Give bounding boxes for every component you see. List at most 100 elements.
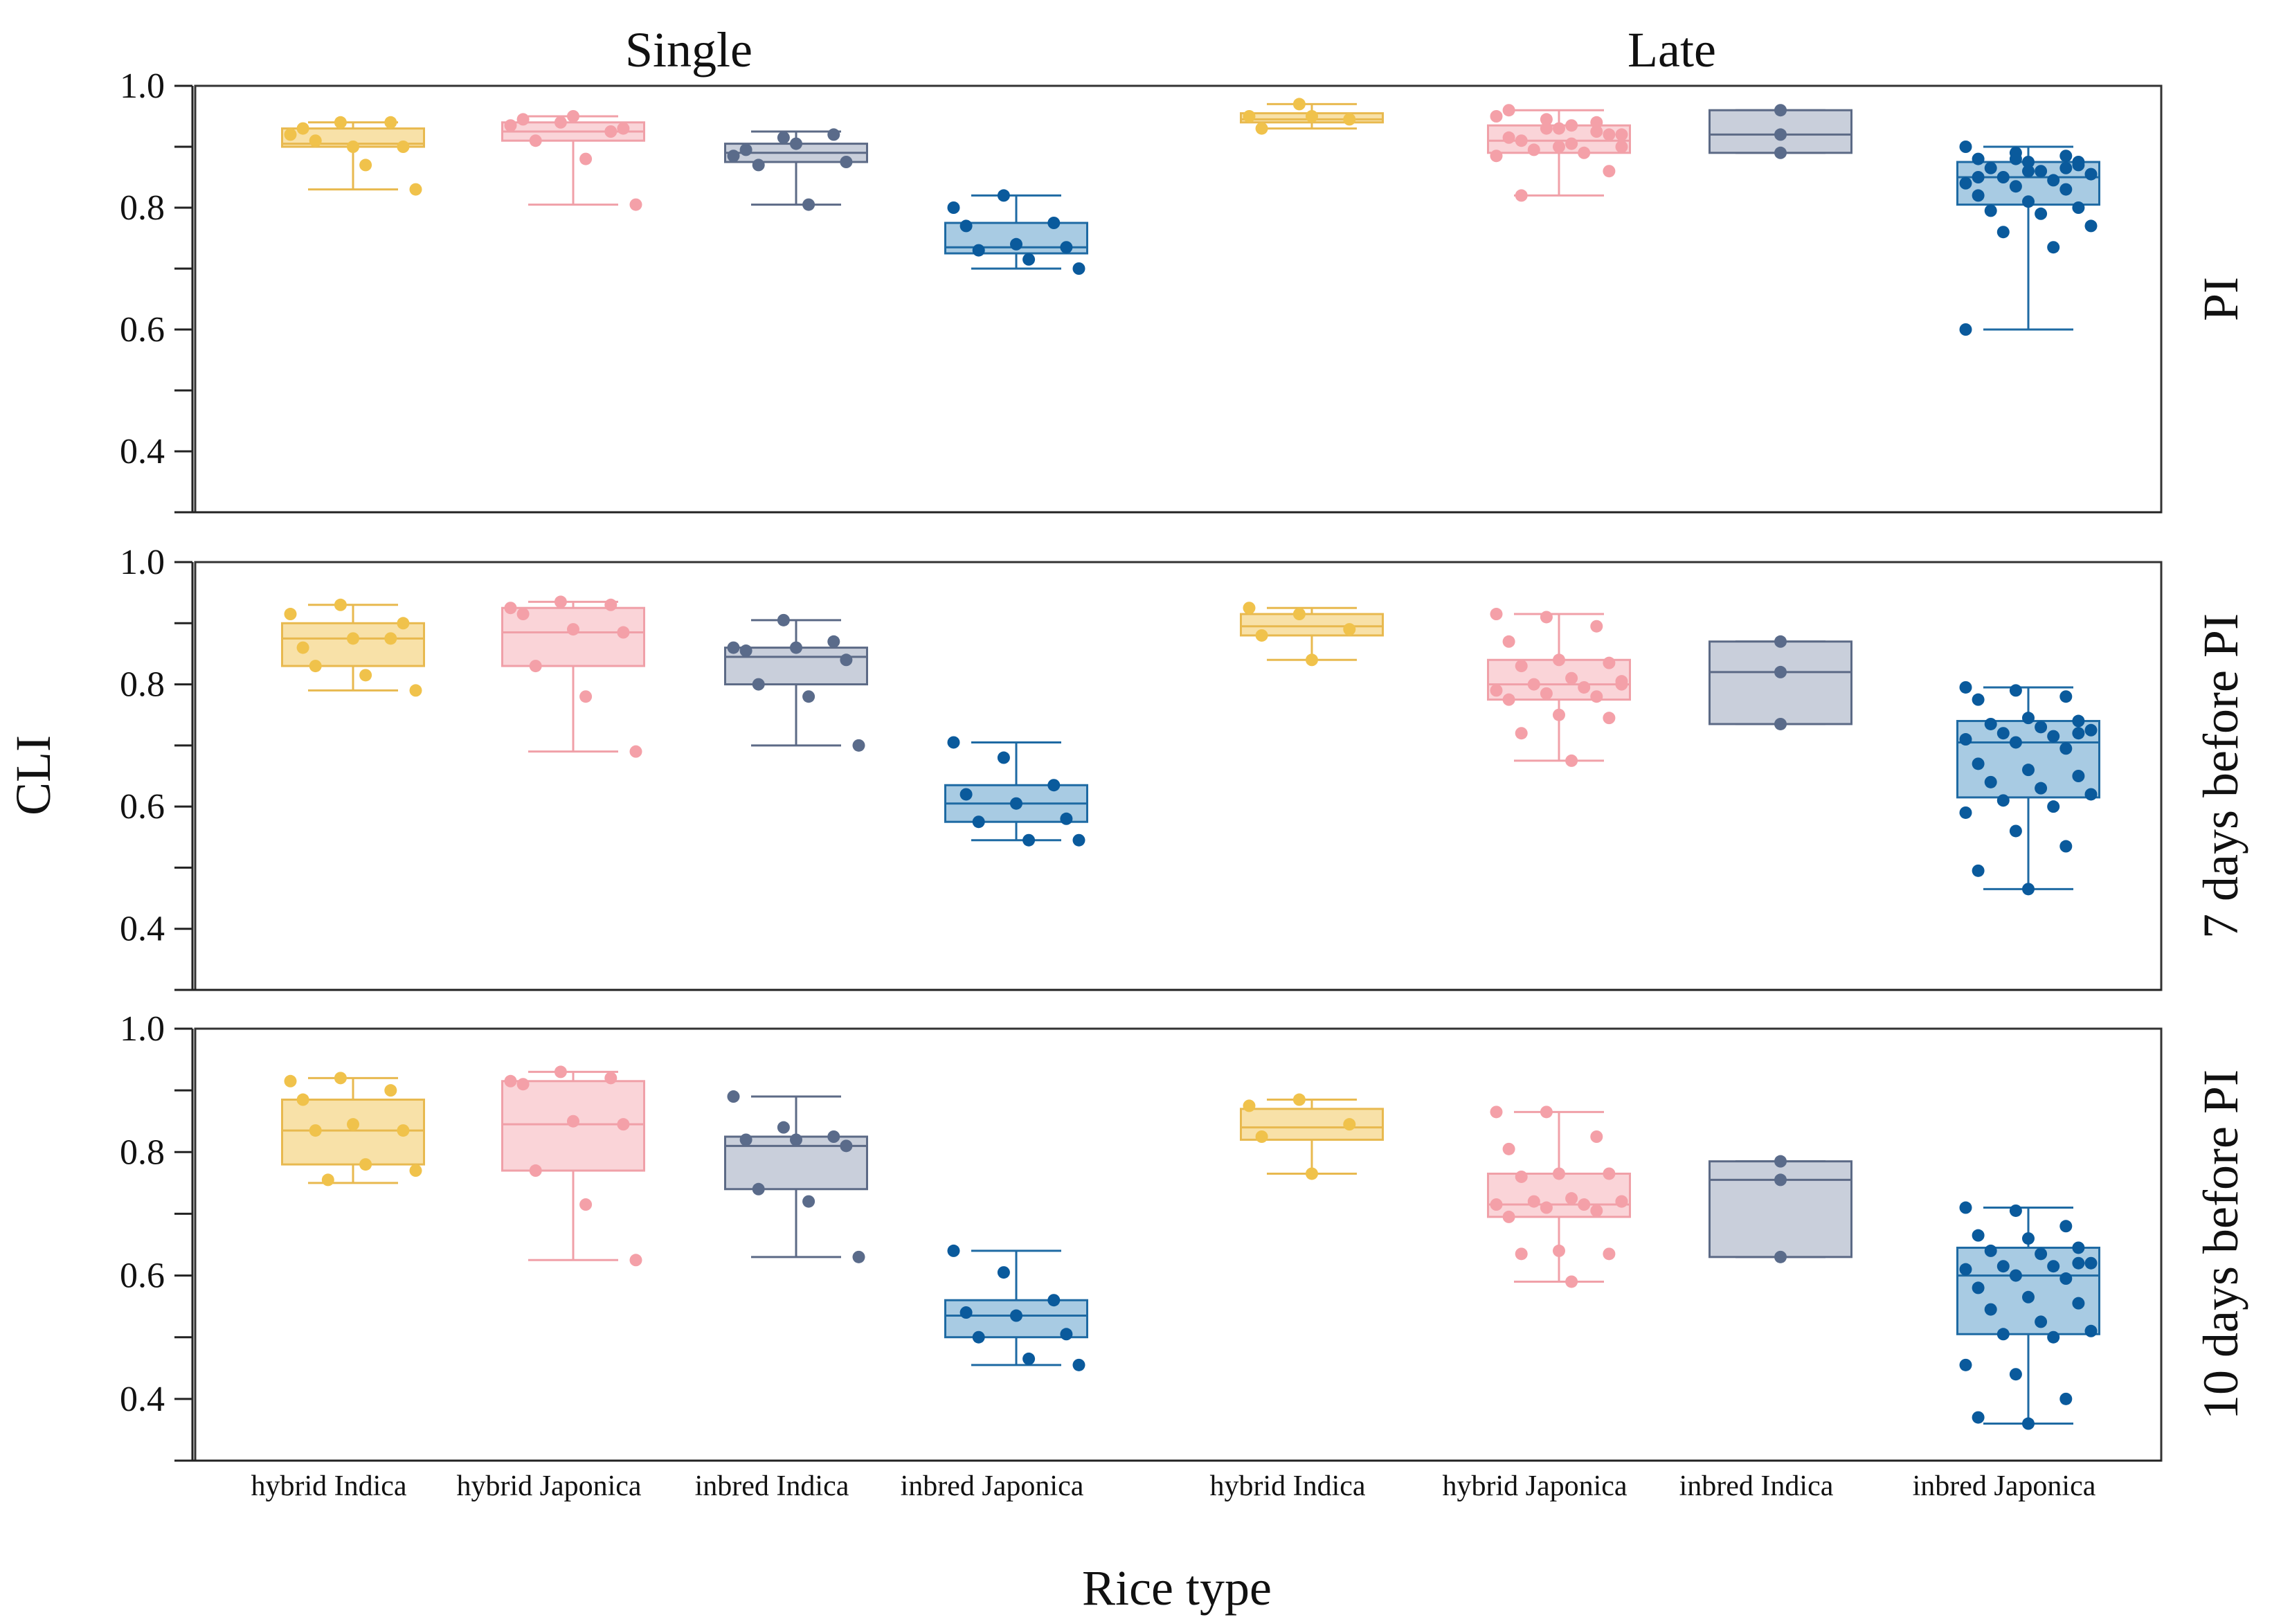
data-point-inbred-japonica [2009,824,2022,838]
x-tick-label-inbred-japonica: inbred Japonica [901,1470,1084,1502]
x-tick-label-inbred-japonica: inbred Japonica [1913,1470,2096,1502]
data-point-hybrid-indica [1306,653,1318,667]
data-point-inbred-japonica [1984,204,1997,217]
row-title-pi: PI [2193,277,2248,321]
data-point-hybrid-indica [1306,1167,1318,1180]
data-point-inbred-japonica [1060,1328,1073,1341]
data-point-hybrid-indica [1343,623,1356,636]
data-point-inbred-japonica [1972,693,1985,706]
data-point-inbred-japonica [2009,1204,2022,1217]
data-point-inbred-japonica [2072,1256,2085,1270]
data-point-hybrid-japonica [1515,1170,1528,1183]
data-point-hybrid-indica [384,1084,397,1097]
data-point-inbred-japonica [2035,721,2048,734]
data-point-hybrid-japonica [1590,1130,1603,1143]
data-point-inbred-japonica [1010,797,1022,810]
data-point-inbred-japonica [2059,690,2073,703]
row-title-7-days-before-pi: 7 days before PI [2193,613,2248,939]
row-title-10-days-before-pi: 10 days before PI [2193,1070,2248,1420]
data-point-inbred-japonica [2035,165,2048,178]
data-point-inbred-japonica [2059,1392,2073,1405]
data-point-inbred-japonica [959,1306,973,1319]
data-point-inbred-japonica [959,788,973,801]
data-point-hybrid-indica [1255,122,1268,135]
data-point-inbred-japonica [1959,680,1972,694]
panel-pi-single [281,110,1088,275]
panel-10-days-before-pi-single [281,1065,1088,1371]
data-point-inbred-japonica [1072,262,1085,275]
data-point-inbred-indica [790,641,802,654]
data-point-inbred-japonica [2072,714,2085,728]
data-point-hybrid-indica [309,660,322,673]
data-point-hybrid-japonica [1603,656,1616,669]
data-point-hybrid-japonica [1490,150,1503,163]
data-point-hybrid-japonica [1553,708,1565,721]
data-point-inbred-indica [1774,104,1787,117]
y-tick-label: 0.6 [120,787,165,827]
column-title-single: Single [625,22,752,78]
data-point-inbred-japonica [2022,1290,2035,1303]
data-point-inbred-japonica [2035,1247,2048,1261]
data-point-inbred-japonica [1996,1328,2010,1341]
data-point-hybrid-japonica [504,119,517,132]
data-point-inbred-indica [852,739,865,752]
data-point-inbred-japonica [2022,156,2035,168]
data-point-inbred-japonica [2047,1260,2060,1273]
data-point-inbred-indica [739,1133,752,1146]
data-point-hybrid-japonica [604,598,617,611]
data-point-inbred-japonica [2022,165,2035,178]
data-point-hybrid-japonica [504,602,517,615]
data-point-inbred-japonica [1972,1281,1985,1294]
data-point-inbred-japonica [1972,1229,1985,1242]
data-point-inbred-japonica [2047,730,2060,743]
data-point-inbred-indica [727,1090,740,1103]
data-point-inbred-japonica [2035,782,2048,795]
data-point-inbred-japonica [2072,156,2085,168]
panel-10-days-before-pi-late [1240,1093,2100,1430]
data-point-inbred-japonica [1959,806,1972,819]
data-point-hybrid-japonica [1590,125,1603,138]
panel-frame-pi [194,84,2163,514]
data-point-hybrid-japonica [529,134,542,147]
data-point-hybrid-japonica [504,1074,517,1088]
data-point-inbred-japonica [1959,1358,1972,1371]
column-title-late: Late [1628,22,1716,78]
data-point-hybrid-indica [309,1124,322,1137]
data-point-hybrid-japonica [1515,660,1528,673]
data-point-inbred-indica [827,635,840,648]
data-point-inbred-japonica [2022,195,2035,208]
data-point-inbred-indica [739,644,752,658]
data-point-inbred-japonica [2084,723,2098,737]
data-point-inbred-japonica [2035,207,2048,220]
data-point-hybrid-japonica [1527,1195,1540,1208]
data-point-inbred-japonica [2047,1330,2060,1344]
y-tick-label: 0.6 [120,310,165,350]
data-point-inbred-japonica [2022,1232,2035,1245]
data-point-hybrid-indica [1255,629,1268,642]
data-point-inbred-indica [790,1133,802,1146]
data-point-inbred-japonica [2059,1272,2073,1285]
data-point-hybrid-japonica [1565,1192,1578,1205]
data-point-inbred-indica [827,128,840,141]
data-point-inbred-japonica [972,1330,985,1344]
data-point-hybrid-indica [1255,1130,1268,1143]
data-point-hybrid-japonica [1502,635,1515,648]
data-point-inbred-indica [790,137,802,150]
data-point-inbred-indica [802,690,815,703]
panel-frame-10-days-before-pi [194,1027,2163,1462]
data-point-inbred-indica [1774,717,1787,730]
data-point-hybrid-japonica [1603,165,1616,178]
data-point-hybrid-japonica [1615,141,1628,153]
data-point-hybrid-japonica [1540,687,1553,700]
data-point-hybrid-japonica [1490,1106,1503,1119]
data-point-inbred-japonica [2009,180,2022,193]
data-point-hybrid-indica [1343,113,1356,126]
data-point-hybrid-japonica [1565,1275,1578,1288]
data-point-inbred-indica [827,1130,840,1143]
data-point-hybrid-indica [409,1164,422,1178]
data-point-inbred-japonica [2047,241,2060,254]
y-tick-label: 1.0 [120,66,165,106]
data-point-inbred-japonica [1959,733,1972,746]
y-tick-label: 0.6 [120,1256,165,1296]
data-point-inbred-japonica [2009,684,2022,697]
